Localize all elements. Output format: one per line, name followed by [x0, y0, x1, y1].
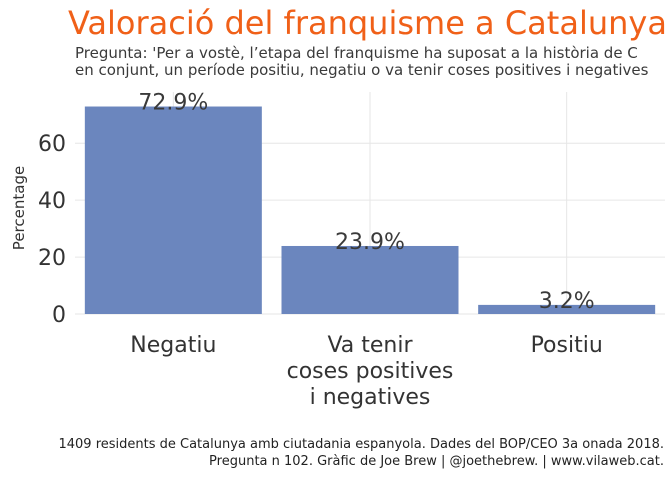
x-tick-label-line: Negatiu	[130, 333, 216, 358]
y-tick-label: 40	[38, 189, 66, 214]
chart-caption: 1409 residents de Catalunya amb ciutadan…	[0, 436, 664, 470]
chart-title: Valoració del franquisme a Catalunya	[68, 4, 667, 42]
subtitle-line-1: Pregunta: 'Per a vostè, l’etapa del fran…	[75, 45, 638, 62]
x-tick-label: Negatiu	[130, 333, 216, 358]
bar-chart: 72.9% 23.9% 3.2% 0 20 40 60 Negatiu Va tenir cose…	[10, 91, 665, 410]
x-tick-label-line: coses positives	[287, 359, 454, 384]
y-tick-label: 60	[38, 132, 66, 157]
x-tick-label: Va tenir coses positives i negatives	[287, 333, 454, 410]
y-tick-label: 0	[52, 303, 66, 328]
x-tick-label-line: Va tenir	[327, 333, 413, 358]
data-label: 72.9%	[138, 91, 208, 116]
x-tick-label-line: i negatives	[310, 385, 431, 410]
caption-line-1: 1409 residents de Catalunya amb ciutadan…	[58, 437, 664, 452]
x-tick-label: Positiu	[531, 333, 603, 358]
y-axis-label: Percentage	[10, 166, 28, 250]
data-label: 23.9%	[335, 230, 405, 255]
x-tick-label-line: Positiu	[531, 333, 603, 358]
bar-2	[281, 245, 459, 314]
data-label: 3.2%	[539, 289, 595, 314]
y-tick-label: 20	[38, 246, 66, 271]
bar-1	[84, 106, 262, 314]
bar-3	[478, 304, 656, 314]
caption-line-2: Pregunta n 102. Gràfic de Joe Brew | @jo…	[209, 454, 664, 469]
subtitle-line-2: en conjunt, un període positiu, negatiu …	[75, 61, 649, 79]
chart-subtitle: Pregunta: 'Per a vostè, l’etapa del fran…	[75, 45, 672, 79]
